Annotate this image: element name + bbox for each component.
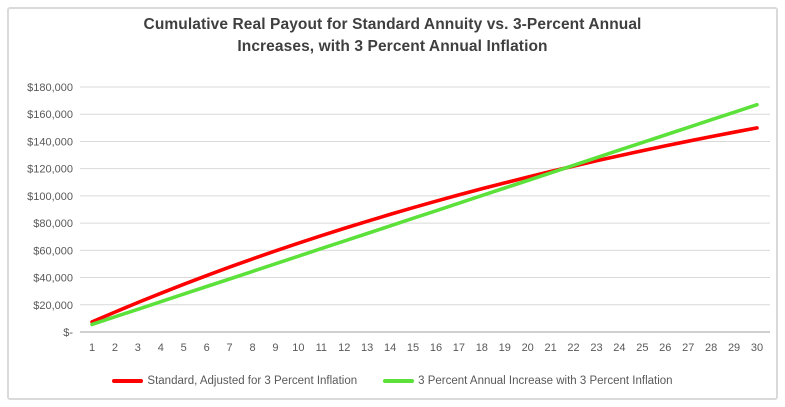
x-axis-tick-label: 6 (204, 342, 210, 354)
legend-item-standard: Standard, Adjusted for 3 Percent Inflati… (112, 375, 357, 387)
x-axis-tick-label: 29 (728, 342, 740, 354)
x-axis-tick-label: 2 (112, 342, 118, 354)
x-axis-tick-label: 14 (384, 342, 396, 354)
legend-label-increase: 3 Percent Annual Increase with 3 Percent… (418, 375, 673, 387)
x-axis-tick-label: 11 (316, 342, 327, 354)
chart-legend: Standard, Adjusted for 3 Percent Inflati… (0, 372, 785, 390)
y-axis-tick-label: $180,000 (27, 82, 73, 94)
y-axis-tick-label: $120,000 (27, 164, 73, 176)
legend-swatch-standard-line-icon (112, 379, 144, 383)
x-axis-tick-label: 23 (590, 342, 602, 354)
x-axis-tick-label: 18 (476, 342, 488, 354)
x-axis-tick-label: 19 (499, 342, 511, 354)
x-axis-tick-label: 8 (249, 342, 255, 354)
y-axis-tick-label: $140,000 (27, 136, 73, 148)
x-axis-tick-label: 7 (227, 342, 233, 354)
x-axis-tick-label: 13 (361, 342, 373, 354)
x-axis-tick-label: 20 (522, 342, 534, 354)
legend-swatch-increase-line-icon (383, 379, 415, 383)
legend-item-increase: 3 Percent Annual Increase with 3 Percent… (383, 375, 673, 387)
chart-border-frame (7, 7, 778, 400)
x-axis-tick-label: 28 (705, 342, 717, 354)
series-line-increase (90, 102, 759, 327)
x-axis-tick-label: 1 (89, 342, 95, 354)
y-axis-tick-label: $40,000 (33, 273, 73, 285)
x-axis-tick-label: 5 (181, 342, 187, 354)
series-line-standard (90, 126, 759, 324)
y-axis-tick-label: $60,000 (33, 245, 73, 257)
x-axis-tick-label: 25 (636, 342, 648, 354)
x-axis-tick-label: 24 (613, 342, 625, 354)
y-axis-tick-label: $100,000 (27, 191, 73, 203)
x-axis-tick-label: 3 (135, 342, 141, 354)
x-axis-tick-label: 16 (430, 342, 442, 354)
y-axis-tick-label: $20,000 (33, 300, 73, 312)
x-axis-tick-label: 4 (158, 342, 164, 354)
x-axis-tick-label: 10 (292, 342, 304, 354)
x-axis-tick-label: 27 (682, 342, 694, 354)
legend-label-standard: Standard, Adjusted for 3 Percent Inflati… (147, 375, 358, 387)
x-axis-tick-label: 30 (751, 342, 763, 354)
x-axis-tick-label: 15 (407, 342, 419, 354)
x-axis-tick-label: 21 (544, 342, 556, 354)
x-axis-tick-label: 26 (659, 342, 671, 354)
chart-title-line-2: Increases, with 3 Percent Annual Inflati… (237, 38, 548, 55)
x-axis-tick-label: 12 (338, 342, 350, 354)
x-axis-tick-label: 9 (272, 342, 278, 354)
x-axis-tick-label: 17 (453, 342, 465, 354)
chart-title-line-1: Cumulative Real Payout for Standard Annu… (143, 16, 642, 33)
y-axis-tick-label: $160,000 (27, 109, 73, 121)
x-axis-tick-label: 22 (567, 342, 579, 354)
y-axis-tick-label: $- (63, 327, 73, 339)
y-axis-tick-label: $80,000 (33, 218, 73, 230)
chart-title: Cumulative Real Payout for Standard Annu… (0, 14, 785, 58)
